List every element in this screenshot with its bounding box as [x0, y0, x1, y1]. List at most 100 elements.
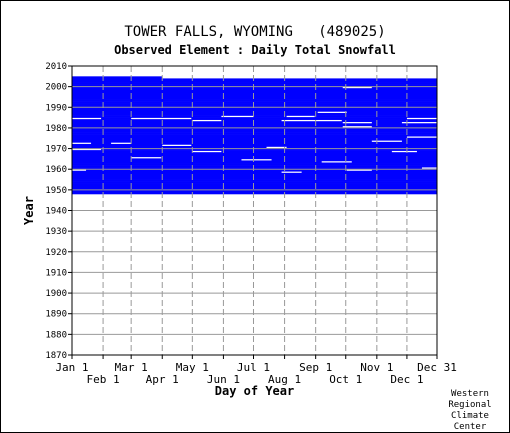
missing-segment — [266, 146, 287, 149]
y-tick-label: 1940 — [45, 207, 67, 217]
missing-segment — [281, 119, 342, 122]
data-year-band — [72, 113, 437, 116]
data-year-band — [72, 86, 437, 90]
data-year-band — [72, 105, 437, 108]
missing-segment — [131, 157, 162, 159]
credit-text: Western Regional Climate Center — [440, 389, 500, 433]
y-tick-label: 1970 — [45, 145, 67, 155]
x-tick-label: Dec 31 — [417, 361, 457, 374]
y-tick-label: 1980 — [45, 124, 67, 134]
y-tick-label: 1950 — [45, 186, 67, 196]
missing-segment — [371, 140, 402, 142]
data-year-band — [72, 84, 437, 87]
missing-segment — [342, 126, 372, 128]
data-year-band — [72, 76, 163, 79]
missing-segment — [192, 119, 222, 122]
data-year-band — [72, 167, 437, 170]
data-year-band — [72, 148, 437, 151]
missing-segment — [421, 167, 437, 169]
credit-line: Climate — [451, 411, 489, 421]
data-year-band — [72, 138, 437, 141]
x-tick-label: Feb 1 — [87, 373, 120, 386]
data-year-band — [72, 181, 437, 184]
missing-segment — [321, 161, 352, 163]
data-year-band — [72, 163, 437, 166]
data-year-band — [72, 121, 437, 125]
data-year-band — [72, 127, 437, 131]
x-tick-label: Dec 1 — [390, 373, 423, 386]
data-year-band — [72, 150, 437, 154]
missing-segment — [192, 150, 222, 153]
data-year-band — [72, 185, 437, 189]
data-year-band — [72, 119, 437, 123]
data-year-band — [72, 171, 437, 174]
missing-segment — [286, 115, 315, 118]
credit-line: Western — [451, 389, 489, 399]
chart-subtitle: Observed Element : Daily Total Snowfall — [114, 43, 396, 57]
missing-segment — [406, 117, 437, 120]
data-year-band — [72, 103, 437, 106]
y-tick-label: 1920 — [45, 248, 67, 258]
data-layer — [72, 76, 437, 195]
missing-segment — [342, 86, 372, 89]
x-tick-label: Jan 1 — [55, 361, 88, 374]
x-axis-label: Day of Year — [215, 384, 294, 398]
data-year-band — [72, 179, 437, 182]
data-year-band — [72, 96, 437, 100]
missing-segment — [401, 122, 437, 124]
credit-line: Center — [453, 422, 487, 432]
data-year-band — [72, 169, 437, 172]
chart-title: TOWER FALLS, WYOMING (489025) — [124, 24, 386, 40]
x-tick-label: May 1 — [176, 361, 209, 374]
data-year-band — [72, 125, 437, 129]
data-year-band — [72, 111, 437, 114]
missing-segment — [342, 122, 372, 124]
data-year-band — [72, 132, 437, 135]
data-year-band — [72, 173, 437, 176]
data-year-band — [72, 94, 437, 98]
data-year-band — [72, 175, 437, 178]
missing-segment — [131, 117, 192, 120]
missing-segment — [72, 169, 87, 171]
data-year-band — [72, 88, 437, 92]
x-tick-label: Sep 1 — [299, 361, 332, 374]
data-year-band — [72, 101, 437, 104]
y-tick-label: 1930 — [45, 227, 67, 237]
missing-segment — [111, 142, 132, 144]
x-tick-labels: Jan 1 Mar 1 May 1 Jul 1 Sep 1 Nov 1 Dec 31 Feb … — [55, 355, 457, 386]
data-year-band — [72, 165, 437, 168]
missing-segment — [281, 171, 302, 173]
y-axis-label: Year — [22, 196, 36, 225]
data-year-band — [72, 177, 437, 180]
y-tick-label: 1900 — [45, 289, 67, 299]
missing-segment — [221, 115, 254, 118]
data-year-band — [72, 92, 437, 96]
data-year-band — [72, 152, 437, 156]
x-tick-label: Jul 1 — [237, 361, 270, 374]
y-tick-label: 1960 — [45, 165, 67, 175]
y-tick-label: 1870 — [45, 351, 67, 361]
missing-segment — [72, 117, 102, 120]
x-tick-label: Mar 1 — [115, 361, 148, 374]
y-tick-label: 1910 — [45, 268, 67, 278]
data-year-band — [72, 189, 437, 193]
data-year-band — [72, 140, 437, 143]
data-year-band — [72, 107, 437, 110]
missing-segment — [241, 159, 272, 161]
x-tick-label: Jun 1 — [207, 373, 240, 386]
y-tick-label: 1890 — [45, 310, 67, 320]
y-tick-label: 1990 — [45, 103, 67, 113]
data-year-band — [72, 99, 437, 102]
data-year-band — [72, 80, 437, 83]
missing-segment — [346, 169, 372, 171]
data-year-band — [72, 136, 437, 139]
x-tick-label: Apr 1 — [146, 373, 179, 386]
data-year-band — [72, 183, 437, 187]
missing-segment — [317, 111, 347, 113]
data-year-band — [72, 187, 437, 191]
data-year-band — [72, 130, 437, 133]
x-tick-label: Nov 1 — [360, 361, 393, 374]
y-tick-label: 1880 — [45, 330, 67, 340]
